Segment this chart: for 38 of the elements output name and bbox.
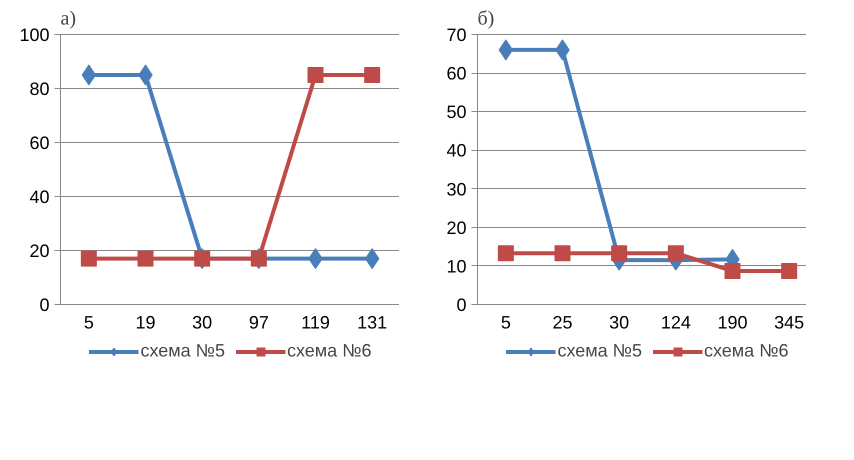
x-tick-label: 119 [301,312,330,332]
x-tick-label: 345 [774,312,804,332]
y-tick-label: 0 [456,295,467,315]
legend-label: схема №6 [287,340,372,362]
x-tick-label: 30 [609,312,630,332]
x-tick-label: 190 [717,312,748,332]
x-tick-label: 25 [552,312,573,332]
y-tick-label: 100 [19,25,50,45]
y-tick-label: 10 [446,256,467,276]
chart-title: а) [60,8,76,30]
point [668,245,684,262]
point [611,245,628,262]
x-tick-label: 5 [500,312,511,332]
legend-label: схема №6 [704,340,789,362]
x-tick-label: 19 [135,312,156,332]
point [498,245,514,262]
y-tick-label: 20 [446,218,467,238]
legend-label: схема №5 [557,340,642,362]
y-tick-label: 20 [29,241,50,261]
y-tick-label: 30 [446,179,467,200]
x-tick-label: 124 [660,312,691,332]
y-tick-label: 60 [446,64,467,84]
x-tick-label: 131 [357,312,388,332]
y-tick-label: 40 [446,140,467,161]
x-tick-label: 5 [84,312,94,332]
y-tick-label: 50 [446,102,467,122]
point [554,245,570,262]
y-tick-label: 40 [29,187,50,207]
y-tick-label: 0 [39,295,50,315]
point [781,262,798,279]
y-tick-label: 70 [446,25,467,45]
x-tick-label: 30 [192,312,212,332]
x-tick-label: 97 [248,312,269,332]
y-tick-label: 60 [29,133,50,153]
y-tick-label: 80 [29,79,50,99]
chart-title: б) [478,8,494,30]
point [724,262,740,279]
legend-label: схема №5 [140,340,225,362]
